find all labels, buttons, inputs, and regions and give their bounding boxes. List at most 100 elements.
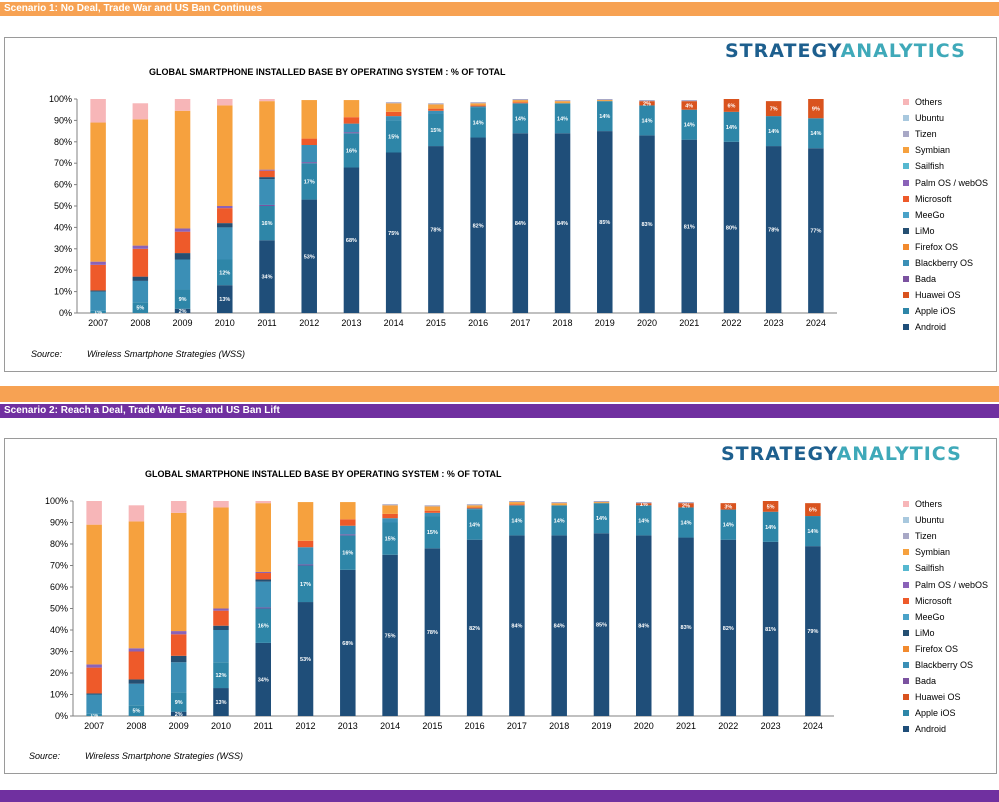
x-tick-label: 2014: [380, 721, 400, 731]
data-label: 14%: [768, 129, 779, 135]
data-label: 77%: [810, 229, 821, 235]
bar-segment-symbian: [301, 100, 317, 139]
legend-label: Others: [915, 499, 943, 510]
bar-segment-blackberry-os: [297, 547, 314, 565]
bar-segment-limo: [86, 693, 102, 695]
legend-label: Firefox OS: [915, 643, 959, 654]
data-label: 1%: [640, 502, 648, 508]
bar-segment-android: [174, 308, 191, 313]
separator-bar: [0, 386, 999, 402]
bar-segment-android: [297, 602, 314, 716]
x-tick-label: 2023: [764, 318, 784, 328]
bar-segment-android: [551, 535, 567, 716]
bar-segment-microsoft: [174, 231, 191, 254]
legend-item: LiMo: [903, 223, 988, 239]
data-label: 53%: [300, 657, 311, 663]
bar-segment-others: [132, 103, 149, 120]
x-tick-label: 2013: [338, 721, 358, 731]
bar-segment-symbian: [132, 119, 149, 246]
bar-segment-apple-ios: [805, 516, 821, 547]
legend-swatch: [903, 726, 909, 733]
legend-swatch: [903, 292, 909, 299]
legend-label: Ubuntu: [915, 515, 945, 526]
y-tick-label: 90%: [50, 518, 68, 528]
source-note: Source: Wireless Smartphone Strategies (W…: [31, 349, 245, 359]
data-label: 68%: [342, 641, 353, 647]
bar-segment-microsoft: [213, 610, 229, 626]
bar-segment-android: [170, 711, 187, 716]
bar-segment-palm-os-webos: [255, 571, 271, 574]
footer-bar: [0, 790, 999, 802]
bar-segment-tizen: [428, 103, 444, 105]
bar-segment-symbian: [466, 505, 483, 508]
bar-segment-apple-ios: [720, 509, 737, 540]
bar-segment-tizen: [678, 502, 694, 504]
bar-segment-android: [255, 642, 271, 716]
x-tick-label: 2012: [296, 721, 316, 731]
legend-swatch: [903, 227, 909, 234]
bar-segment-palm-os-webos: [259, 169, 275, 171]
legend-item: Microsoft: [903, 593, 988, 609]
bar-segment-apple-ios: [217, 259, 233, 286]
x-tick-label: 2011: [254, 721, 273, 731]
bar-segment-limo: [128, 679, 145, 684]
legend-label: Bada: [915, 274, 937, 285]
x-tick-label: 2011: [257, 318, 276, 328]
bar-segment-apple-ios: [340, 535, 356, 570]
chart-title: GLOBAL SMARTPHONE INSTALLED BASE BY OPER…: [145, 469, 502, 479]
bar-segment-tizen: [382, 504, 398, 506]
bar-segment-android: [466, 539, 483, 716]
legend-item: Tizen: [903, 528, 988, 544]
stacked-bar-chart-1: 0% 10% 20% 30% 40% 50% 60% 70% 80% 90% 100% 1% 2007 5…: [49, 94, 837, 328]
data-label: 84%: [557, 221, 568, 227]
bar-segment-limo: [217, 223, 233, 228]
bar-segment-microsoft: [132, 248, 149, 277]
legend-item: Others: [903, 496, 988, 512]
data-label: 13%: [215, 700, 226, 706]
bar-segment-apple-ios: [174, 289, 191, 309]
legend-swatch: [903, 678, 909, 685]
bar-segment-bada: [255, 607, 271, 609]
bar-segment-apple-ios: [424, 516, 441, 549]
data-label: 14%: [511, 518, 522, 524]
legend-swatch: [903, 147, 909, 154]
bar-segment-huawei-os: [805, 503, 821, 517]
legend-swatch: [903, 211, 909, 218]
legend-item: Huawei OS: [903, 287, 988, 303]
bar-segment-huawei-os: [639, 101, 655, 106]
bar-segment-android: [593, 533, 610, 716]
bar-segment-others: [128, 505, 145, 522]
bar-segment-microsoft: [428, 108, 444, 111]
bar-segment-apple-ios: [765, 116, 782, 147]
legend-item: Palm OS / webOS: [903, 576, 988, 592]
bar-segment-blackberry-os: [170, 662, 187, 693]
bar-segment-android: [340, 569, 356, 716]
legend-label: Android: [915, 322, 947, 333]
legend-item: Apple iOS: [903, 303, 988, 319]
bar-segment-tizen: [593, 501, 610, 503]
y-tick-label: 10%: [54, 287, 72, 297]
bar-segment-palm-os-webos: [90, 261, 106, 265]
bar-segment-apple-ios: [554, 103, 571, 134]
data-label: 14%: [557, 116, 568, 122]
bar-segment-others: [217, 99, 233, 106]
bar-segment-tizen: [466, 504, 483, 506]
bar-segment-microsoft: [470, 105, 486, 107]
legend-item: Bada: [903, 673, 988, 689]
bar-segment-symbian: [509, 502, 525, 505]
bar-segment-blackberry-os: [86, 694, 102, 714]
bar-segment-tizen: [470, 102, 486, 104]
legend-item: Blackberry OS: [903, 657, 988, 673]
bar-segment-android: [382, 554, 398, 716]
data-label: 84%: [638, 624, 649, 630]
bar-segment-microsoft: [297, 540, 314, 548]
chart-panel-2: STRATEGYANALYTICS GLOBAL SMARTPHONE INST…: [4, 438, 997, 774]
x-tick-label: 2014: [384, 318, 404, 328]
data-label: 15%: [427, 530, 438, 536]
bar-segment-blackberry-os: [343, 123, 360, 133]
data-label: 16%: [346, 148, 357, 154]
legend-swatch: [903, 645, 909, 652]
data-label: 34%: [258, 677, 269, 683]
data-label: 81%: [765, 627, 776, 633]
data-label: 2%: [179, 309, 187, 315]
